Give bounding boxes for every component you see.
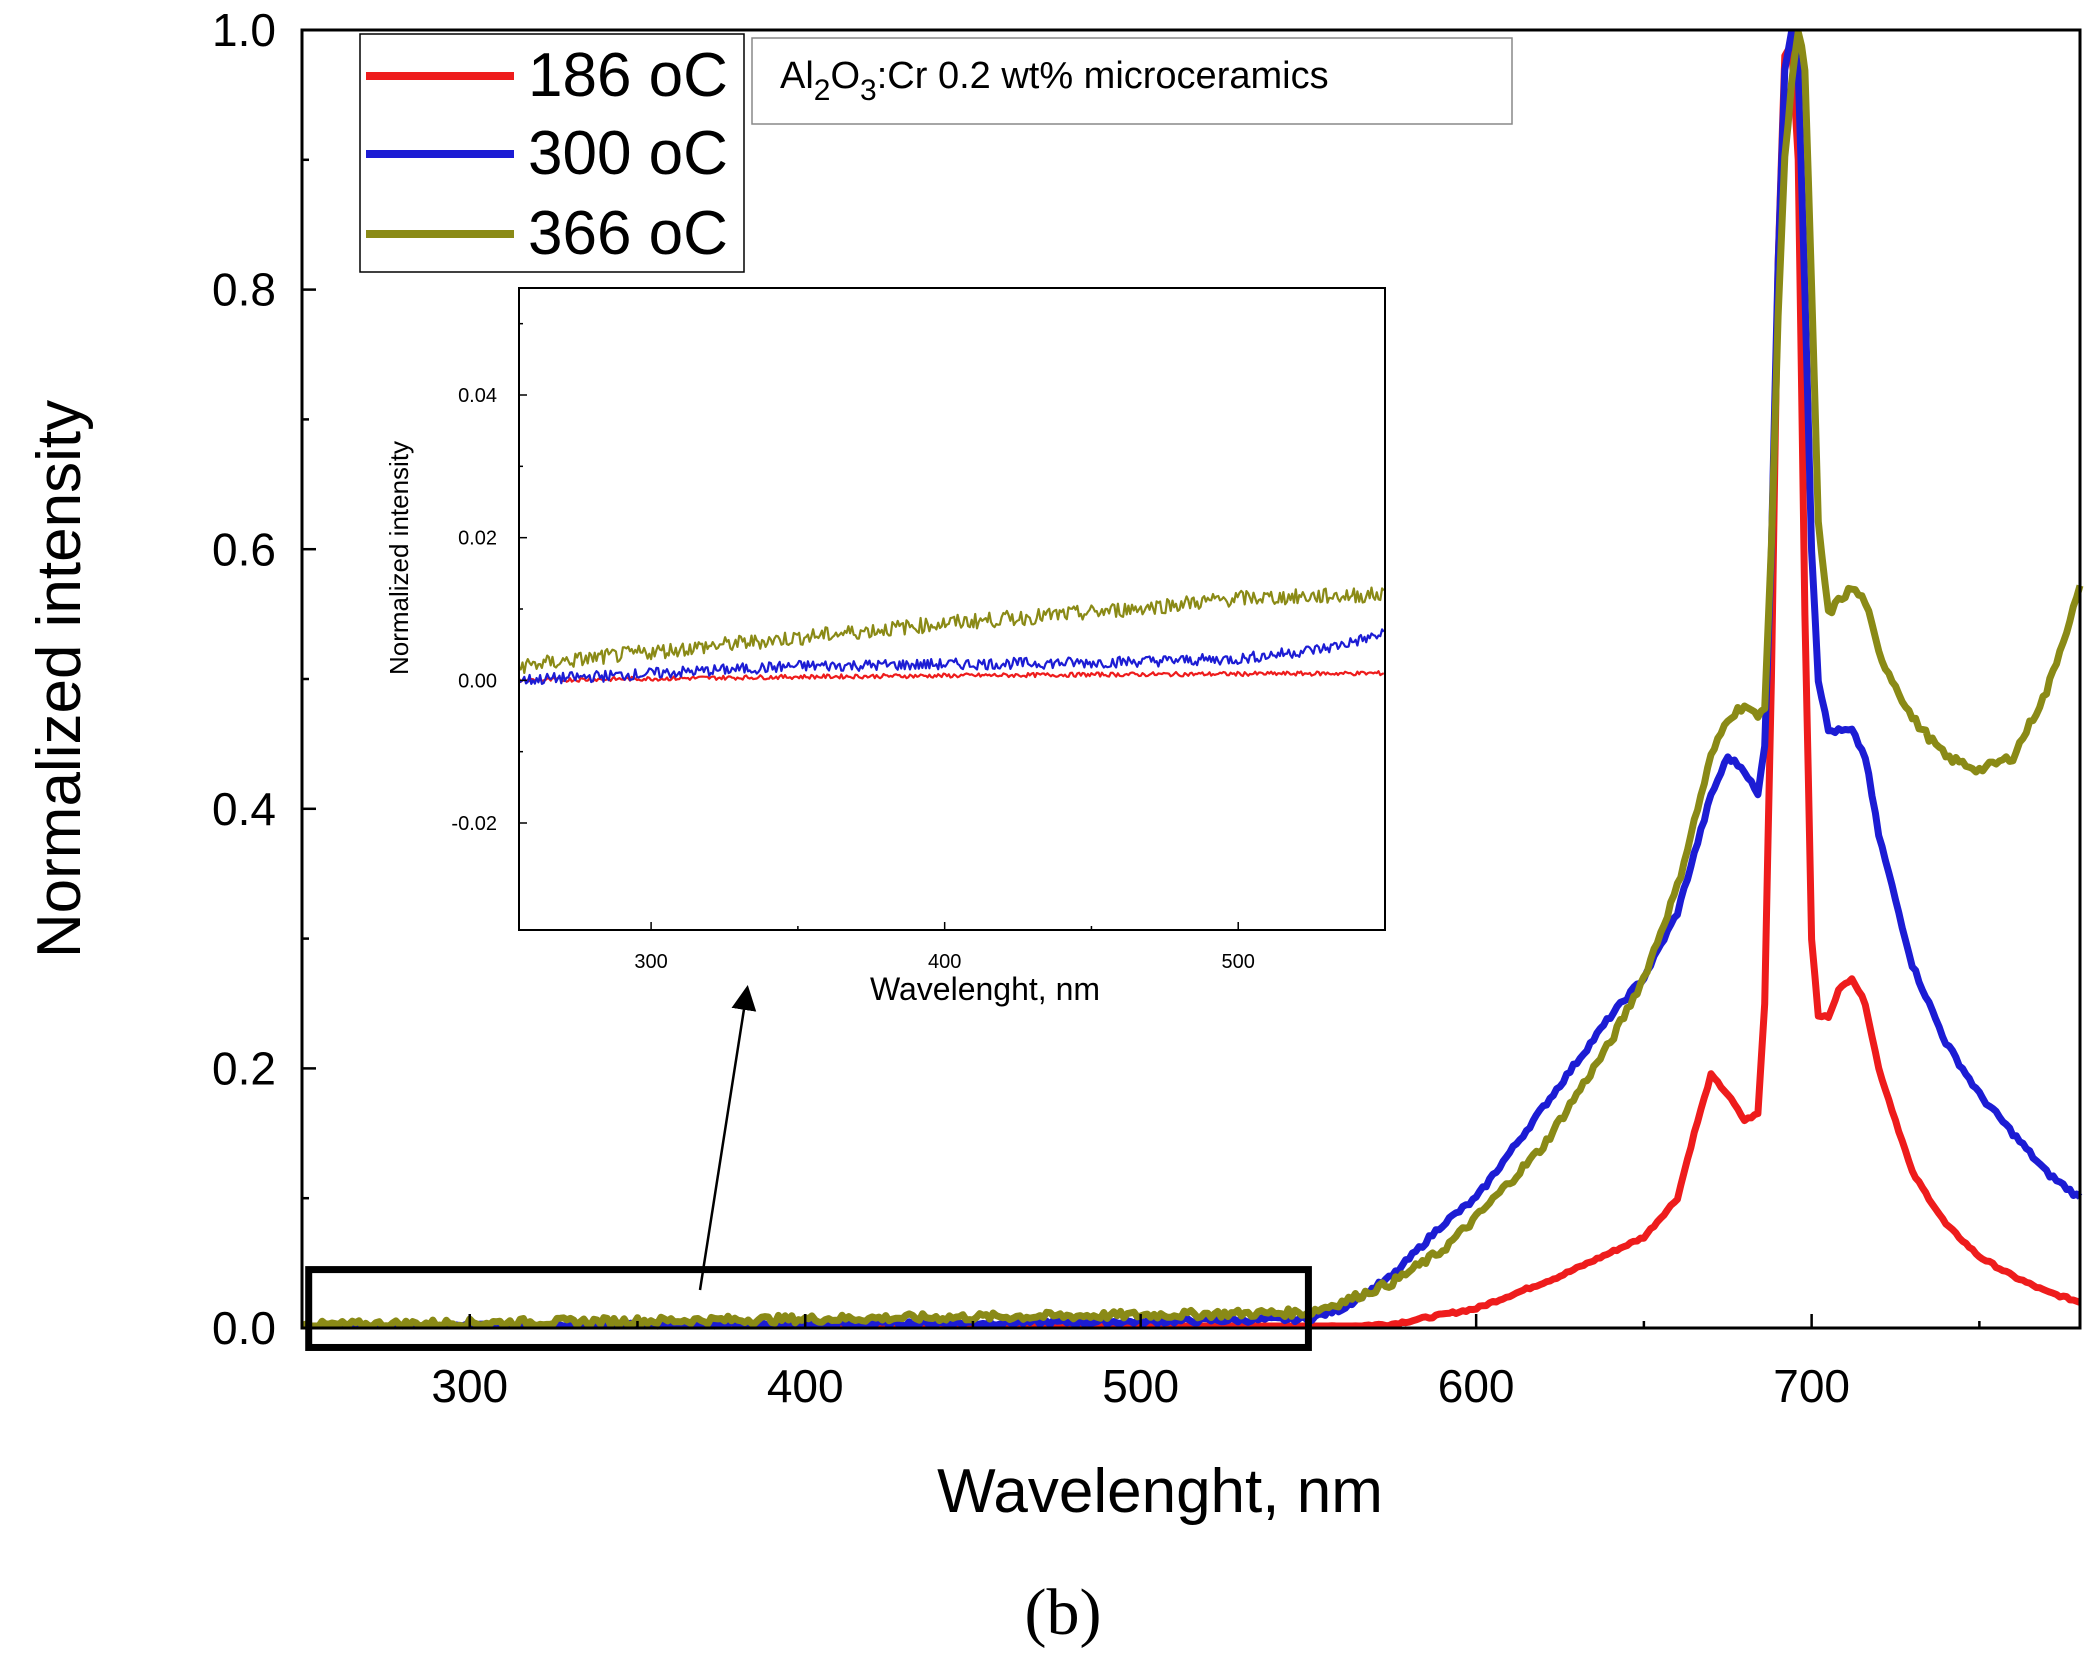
panel-label: (b) — [1025, 1576, 1102, 1649]
main-y-ticks: 0.0 0.2 0.4 0.6 0.8 1.0 — [212, 4, 316, 1354]
main-y-tick-label: 0.8 — [212, 264, 276, 316]
legend-label-300: 300 oC — [528, 119, 728, 188]
inset-background — [519, 288, 1385, 930]
main-y-axis-label: Normalized intensity — [25, 400, 94, 958]
main-series-line-366-oc — [300, 28, 2084, 1330]
legend: 186 oC 300 oC 366 oC — [359, 33, 745, 273]
main-y-tick-label: 1.0 — [212, 4, 276, 56]
zoom-highlight-box — [305, 1266, 1312, 1351]
inset-y-tick-label: 0.00 — [458, 670, 497, 692]
main-y-tick-label: 0.6 — [212, 523, 276, 575]
main-x-tick-label: 500 — [1102, 1360, 1179, 1412]
inset-x-ticks: 300 400 500 — [634, 922, 1386, 973]
inset-x-tick-label: 500 — [1222, 951, 1255, 973]
zoom-arrow — [698, 985, 757, 1291]
inset-series-group — [518, 586, 1385, 686]
sample-annotation: Al2O3:Cr 0.2 wt% microceramics — [751, 37, 1513, 125]
annotation-box — [751, 37, 1513, 125]
main-series-group — [300, 28, 2084, 1330]
inset-y-tick-label: -0.02 — [451, 813, 497, 835]
inset-series-line-300-oc — [518, 628, 1385, 686]
inset-series-line-186-oc — [518, 670, 1385, 684]
inset-series-line-366-oc — [518, 586, 1385, 675]
main-x-ticks: 300 400 500 600 700 — [300, 1314, 1981, 1412]
legend-label-186: 186 oC — [528, 41, 728, 110]
main-x-axis-label: Wavelenght, nm — [937, 1457, 1383, 1526]
main-x-tick-label: 600 — [1438, 1360, 1515, 1412]
inset-y-tick-label: 0.02 — [458, 528, 497, 550]
main-plot: 300 400 500 600 700 0.0 0.2 0.4 0.6 0.8 1.0 Wavel… — [25, 4, 2084, 1526]
inset-x-tick-label: 400 — [928, 951, 961, 973]
inset-y-axis-label: Normalized intensity — [384, 441, 414, 675]
inset-x-axis-label: Wavelenght, nm — [870, 971, 1100, 1007]
main-y-tick-label: 0.2 — [212, 1043, 276, 1095]
annotation-text: Al2O3:Cr 0.2 wt% microceramics — [780, 55, 1329, 107]
main-y-tick-label: 0.0 — [212, 1302, 276, 1354]
inset-x-tick-label: 300 — [634, 951, 667, 973]
inset-y-ticks: -0.02 0.00 0.02 0.04 — [451, 322, 527, 835]
main-x-tick-label: 300 — [431, 1360, 508, 1412]
inset-y-tick-label: 0.04 — [458, 385, 497, 407]
legend-label-366: 366 oC — [528, 199, 728, 268]
main-x-tick-label: 400 — [767, 1360, 844, 1412]
inset-plot: 300 400 500 -0.02 0.00 0.02 0.04 Wavelenght, … — [384, 287, 1386, 1007]
main-y-tick-label: 0.4 — [212, 783, 276, 835]
main-x-tick-label: 700 — [1773, 1360, 1850, 1412]
